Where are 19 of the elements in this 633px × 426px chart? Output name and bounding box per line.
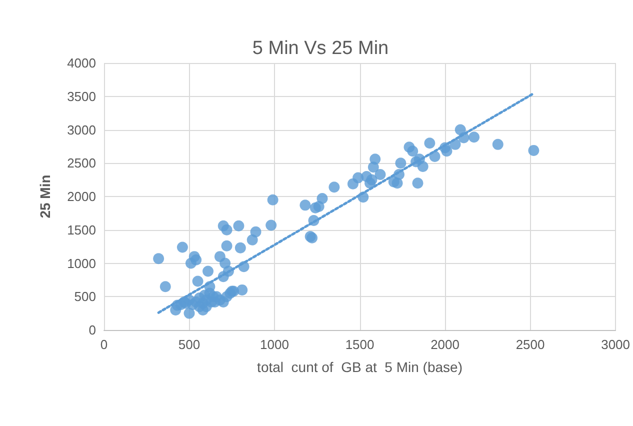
y-tick-label: 3500 (67, 88, 96, 104)
y-tick-label: 2500 (67, 156, 96, 171)
x-tick-label: 3000 (601, 337, 630, 352)
y-axis-title: 25 Min (37, 174, 53, 218)
x-axis-title: total cunt of GB at 5 Min (base) (257, 359, 462, 375)
x-tick-label: 500 (178, 337, 200, 352)
x-tick-label: 0 (100, 337, 108, 352)
y-tick-label: 1500 (67, 222, 96, 238)
y-tick-label: 3000 (67, 122, 96, 138)
y-tick-label: 500 (74, 289, 96, 304)
x-tick-label: 2500 (516, 337, 545, 352)
y-tick-label: 4000 (67, 56, 96, 70)
x-tick-label: 1500 (345, 337, 374, 352)
chart-title: 5 Min Vs 25 Min (252, 38, 389, 59)
x-tick-label: 1000 (260, 337, 289, 352)
y-tick-label: 0 (88, 322, 96, 338)
y-tick-label: 1000 (67, 256, 96, 271)
x-tick-label: 2000 (430, 337, 460, 352)
y-tick-label: 2000 (67, 189, 96, 204)
